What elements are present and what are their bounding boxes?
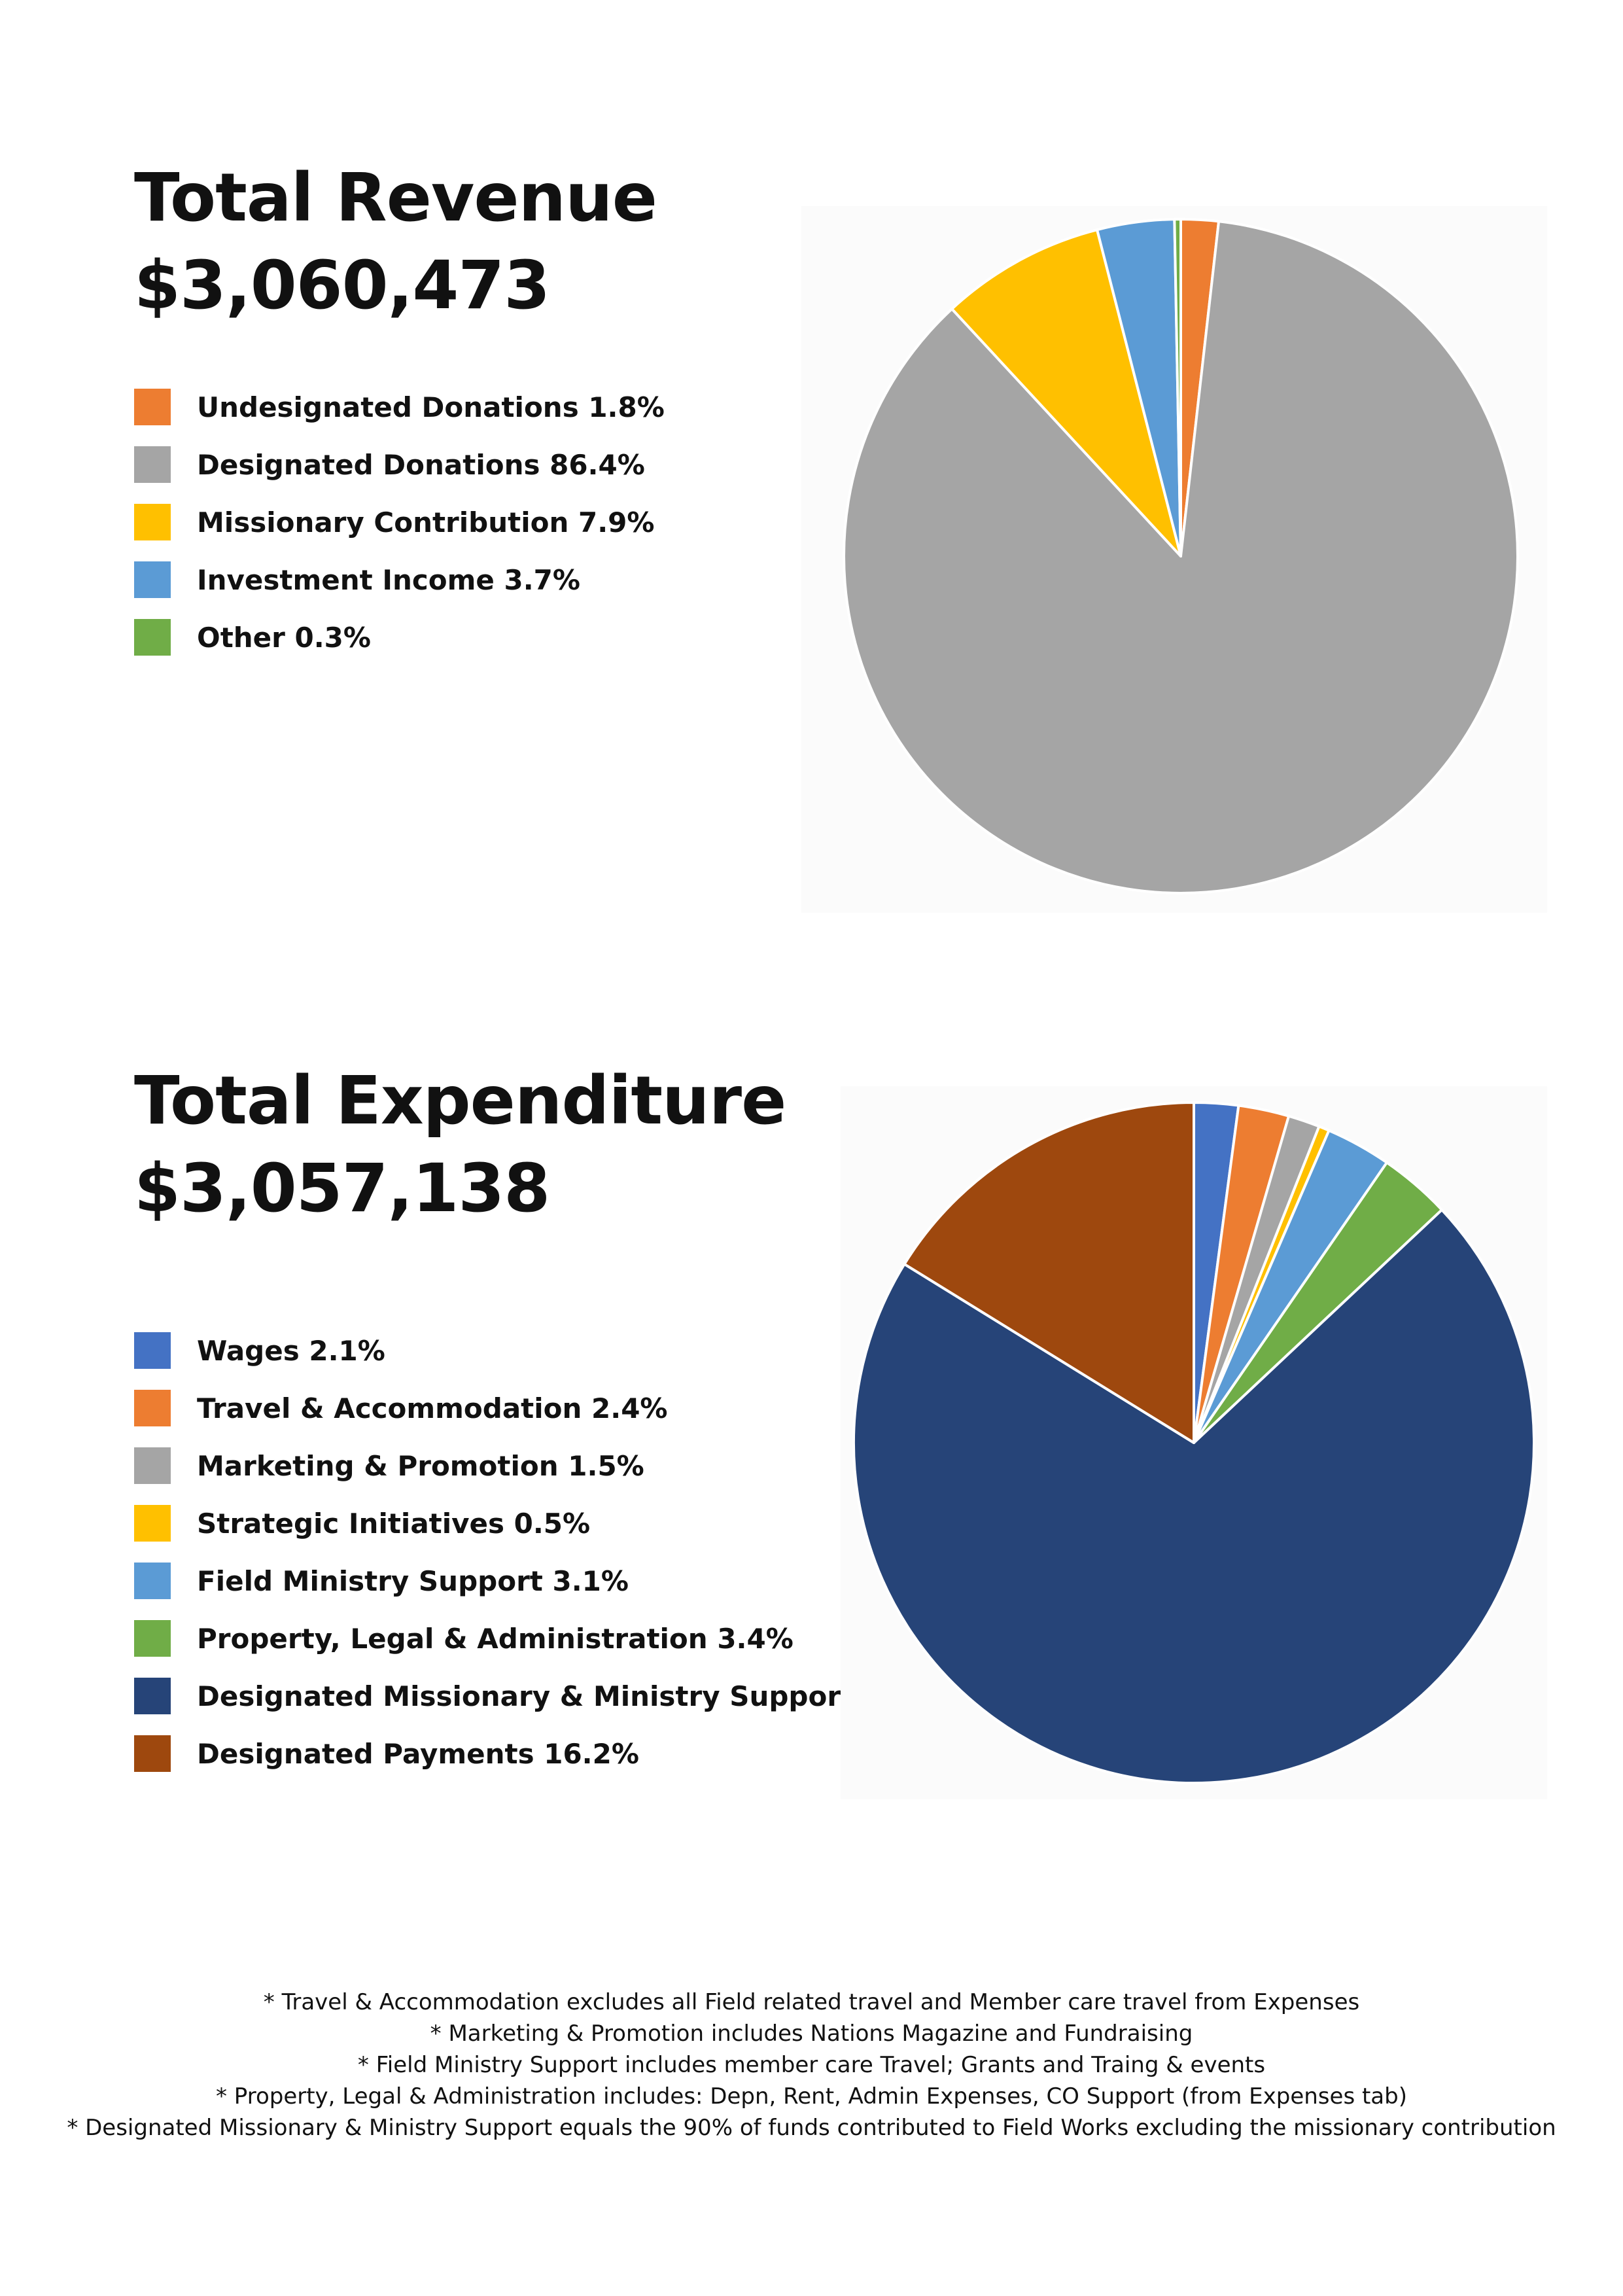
legend-label: Marketing & Promotion 1.5%	[197, 1449, 644, 1482]
legend-label: Designated Donations 86.4%	[197, 448, 645, 481]
legend-label: Strategic Initiatives 0.5%	[197, 1507, 591, 1540]
legend-item: Travel & Accommodation 2.4%	[134, 1379, 958, 1437]
pie-slice-other	[1173, 218, 1182, 557]
legend-label: Missionary Contribution 7.9%	[197, 506, 655, 539]
legend-swatch	[134, 504, 171, 540]
expenditure-title: Total Expenditure	[134, 1062, 786, 1140]
legend-label: Travel & Accommodation 2.4%	[197, 1392, 668, 1424]
footnote: * Property, Legal & Administration inclu…	[216, 2083, 1407, 2110]
legend-item: Designated Payments 16.2%	[134, 1725, 958, 1782]
revenue-legend: Undesignated Donations 1.8% Designated D…	[134, 378, 665, 666]
footnote: * Field Ministry Support includes member…	[357, 2052, 1266, 2078]
legend-item: Undesignated Donations 1.8%	[134, 378, 665, 436]
footnotes: * Travel & Accommodation excludes all Fi…	[0, 1987, 1623, 2144]
legend-label: Undesignated Donations 1.8%	[197, 391, 665, 423]
legend-label: Wages 2.1%	[197, 1334, 385, 1367]
revenue-title: Total Revenue	[134, 159, 657, 237]
legend-swatch	[134, 446, 171, 483]
legend-item: Strategic Initiatives 0.5%	[134, 1494, 958, 1552]
legend-item: Missionary Contribution 7.9%	[134, 493, 665, 551]
legend-item: Investment Income 3.7%	[134, 551, 665, 609]
legend-item: Other 0.3%	[134, 609, 665, 666]
legend-item: Field Ministry Support 3.1%	[134, 1552, 958, 1610]
legend-label: Other 0.3%	[197, 621, 371, 654]
footnote: * Designated Missionary & Ministry Suppo…	[67, 2115, 1556, 2141]
legend-label: Property, Legal & Administration 3.4%	[197, 1622, 794, 1655]
expenditure-amount: $3,057,138	[134, 1150, 550, 1227]
legend-item: Wages 2.1%	[134, 1322, 958, 1379]
legend-swatch	[134, 1735, 171, 1772]
legend-swatch	[134, 1563, 171, 1599]
legend-item: Designated Missionary & Ministry Support…	[134, 1667, 958, 1725]
legend-label: Field Ministry Support 3.1%	[197, 1564, 629, 1597]
legend-swatch	[134, 1678, 171, 1714]
pie-slice-designated-missionary-and-ministry-support	[852, 1209, 1535, 1784]
legend-label: Designated Payments 16.2%	[197, 1737, 639, 1770]
legend-swatch	[134, 619, 171, 656]
legend-swatch	[134, 1390, 171, 1426]
legend-item: Designated Donations 86.4%	[134, 436, 665, 493]
legend-swatch	[134, 389, 171, 425]
revenue-amount: $3,060,473	[134, 247, 550, 325]
legend-swatch	[134, 1332, 171, 1369]
pie-slice-designated-payments	[903, 1101, 1195, 1444]
footnote: * Marketing & Promotion includes Nations…	[430, 2021, 1193, 2047]
legend-swatch	[134, 1505, 171, 1542]
revenue-pie-chart	[843, 218, 1519, 894]
expenditure-legend: Wages 2.1% Travel & Accommodation 2.4% M…	[134, 1322, 958, 1782]
footnote: * Travel & Accommodation excludes all Fi…	[263, 1989, 1360, 2015]
legend-item: Marketing & Promotion 1.5%	[134, 1437, 958, 1494]
legend-item: Property, Legal & Administration 3.4%	[134, 1610, 958, 1667]
legend-label: Designated Missionary & Ministry Support…	[197, 1680, 959, 1712]
legend-swatch	[134, 1447, 171, 1484]
legend-swatch	[134, 561, 171, 598]
pie-slice-missionary-contribution	[951, 228, 1182, 557]
expenditure-pie-chart	[852, 1101, 1535, 1784]
legend-swatch	[134, 1620, 171, 1657]
legend-label: Investment Income 3.7%	[197, 563, 580, 596]
